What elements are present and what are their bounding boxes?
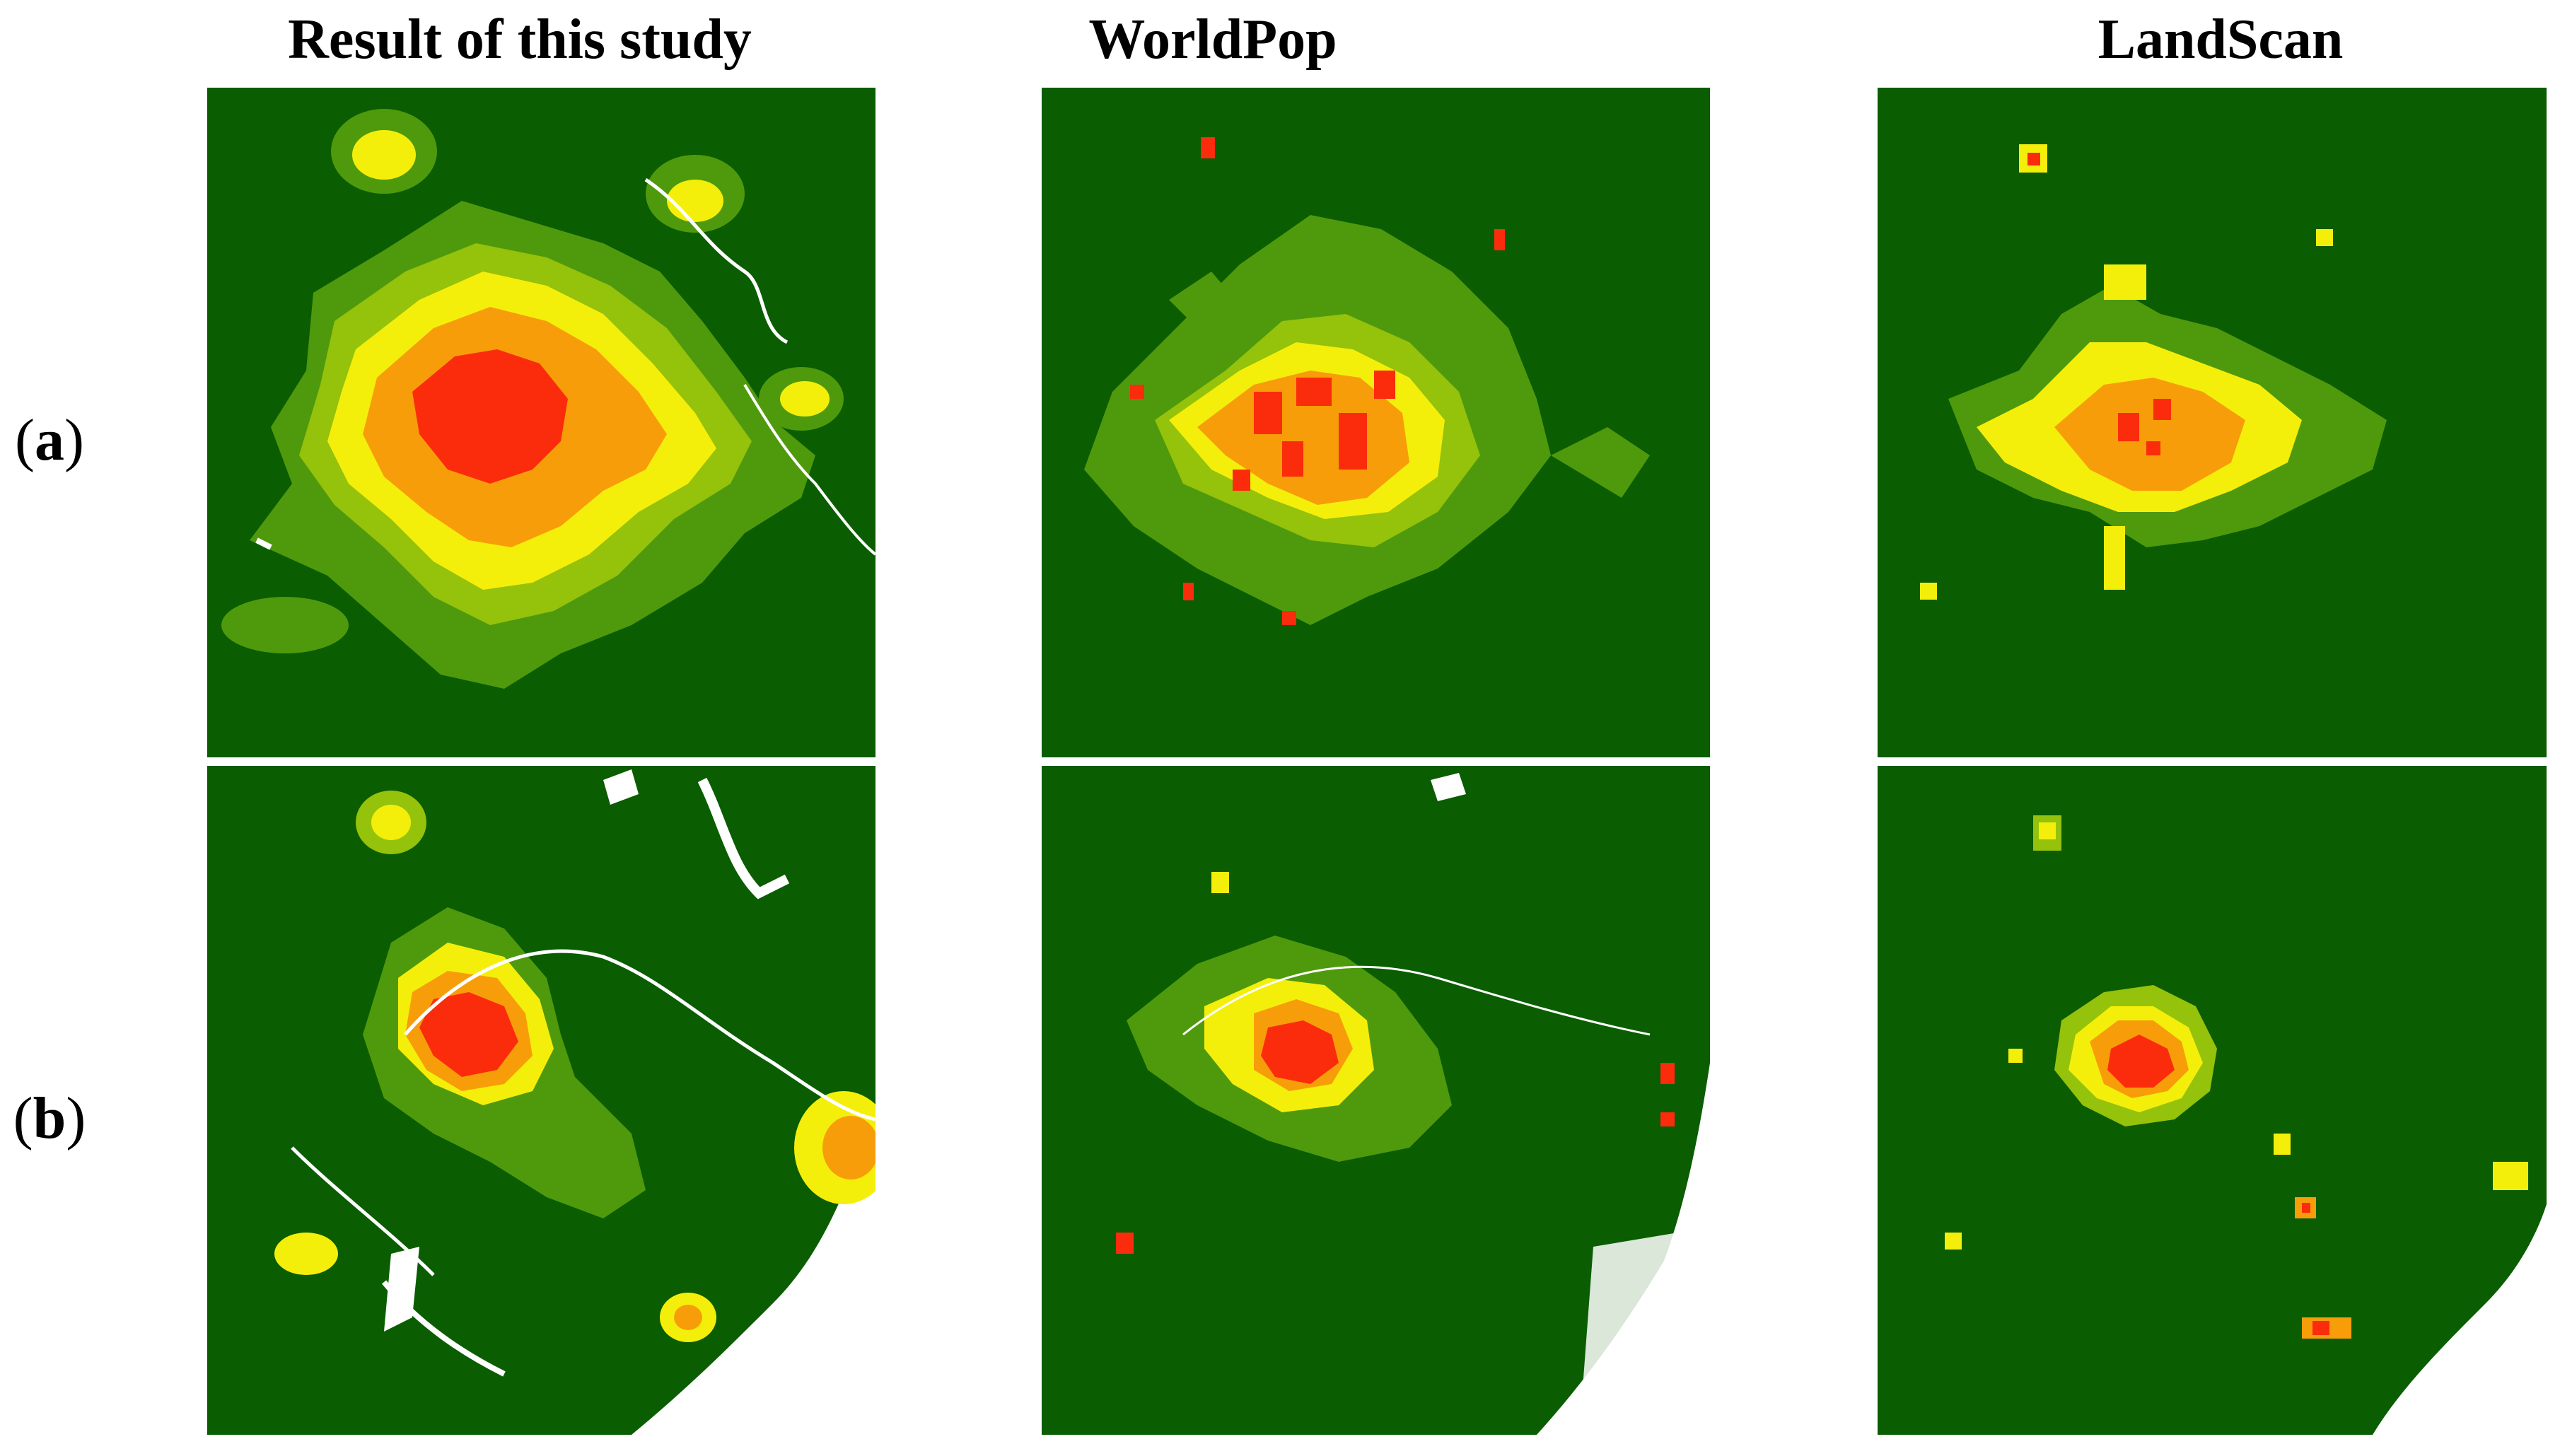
column-title-worldpop: WorldPop [1088, 8, 1337, 71]
row-label-b: (b) [13, 1085, 86, 1151]
map-panel-a-landscan [1878, 88, 2547, 757]
column-title-landscan: LandScan [2098, 8, 2344, 71]
map-panel-a-worldpop [1042, 88, 1710, 757]
row-label-b-letter: b [33, 1085, 66, 1151]
column-title-study: Result of this study [288, 8, 752, 71]
map-panel-b-study [207, 766, 875, 1435]
map-panel-b-landscan [1878, 766, 2547, 1435]
map-panel-b-worldpop [1042, 766, 1710, 1435]
map-panel-a-study [207, 88, 875, 757]
row-label-a: (a) [15, 407, 84, 473]
row-label-a-letter: a [35, 407, 64, 473]
